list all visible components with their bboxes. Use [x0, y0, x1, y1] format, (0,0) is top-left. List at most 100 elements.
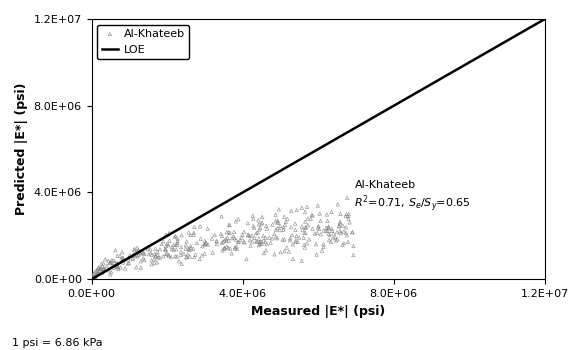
Al-Khateeb	[179, 251, 189, 257]
Al-Khateeb	[230, 246, 239, 251]
Al-Khateeb	[96, 269, 106, 275]
Al-Khateeb	[300, 230, 309, 236]
Al-Khateeb	[327, 209, 336, 215]
Al-Khateeb	[271, 234, 280, 240]
Al-Khateeb	[278, 237, 287, 243]
Al-Khateeb	[220, 237, 229, 243]
Al-Khateeb	[248, 213, 258, 218]
Al-Khateeb	[216, 231, 225, 237]
Al-Khateeb	[332, 230, 342, 235]
Al-Khateeb	[303, 204, 312, 210]
Al-Khateeb	[99, 266, 108, 272]
Al-Khateeb	[181, 246, 190, 252]
Al-Khateeb	[224, 245, 233, 251]
Al-Khateeb	[297, 258, 307, 264]
Al-Khateeb	[99, 261, 108, 266]
Al-Khateeb	[270, 231, 279, 237]
Al-Khateeb	[225, 222, 234, 228]
Al-Khateeb	[175, 259, 184, 264]
Al-Khateeb	[338, 242, 347, 247]
Al-Khateeb	[280, 222, 290, 228]
Al-Khateeb	[230, 229, 239, 235]
Al-Khateeb	[164, 253, 173, 259]
Al-Khateeb	[136, 265, 145, 271]
Al-Khateeb	[322, 212, 332, 217]
Al-Khateeb	[114, 266, 123, 272]
Al-Khateeb	[303, 240, 312, 246]
Al-Khateeb	[171, 253, 180, 259]
Al-Khateeb	[182, 254, 191, 260]
Al-Khateeb	[196, 224, 205, 229]
Al-Khateeb	[220, 245, 230, 250]
Al-Khateeb	[94, 265, 103, 271]
Al-Khateeb	[243, 232, 252, 238]
Al-Khateeb	[153, 252, 162, 258]
Al-Khateeb	[117, 258, 127, 264]
Al-Khateeb	[113, 264, 123, 270]
Al-Khateeb	[270, 252, 279, 257]
Al-Khateeb	[104, 258, 113, 264]
Al-Khateeb	[286, 236, 295, 241]
Al-Khateeb	[109, 265, 119, 271]
Al-Khateeb	[220, 246, 229, 252]
Al-Khateeb	[304, 237, 314, 242]
Al-Khateeb	[253, 230, 263, 235]
Al-Khateeb	[100, 257, 110, 262]
Al-Khateeb	[249, 223, 258, 229]
Al-Khateeb	[294, 235, 304, 240]
Al-Khateeb	[290, 221, 300, 226]
Al-Khateeb	[212, 238, 221, 244]
Al-Khateeb	[184, 230, 193, 235]
Al-Khateeb	[300, 209, 310, 215]
Al-Khateeb	[255, 239, 264, 245]
Al-Khateeb	[239, 229, 249, 234]
Al-Khateeb	[91, 269, 100, 275]
Al-Khateeb	[276, 250, 285, 255]
Al-Khateeb	[311, 241, 321, 247]
Al-Khateeb	[88, 273, 98, 279]
Al-Khateeb	[287, 208, 296, 214]
Al-Khateeb	[249, 216, 258, 222]
Al-Khateeb	[324, 224, 333, 230]
Al-Khateeb	[344, 216, 353, 222]
Al-Khateeb	[230, 235, 239, 241]
Al-Khateeb	[106, 270, 116, 275]
Al-Khateeb	[336, 230, 346, 236]
Al-Khateeb	[186, 245, 196, 251]
Al-Khateeb	[125, 252, 134, 258]
Al-Khateeb	[326, 239, 336, 245]
Al-Khateeb	[99, 266, 109, 272]
Al-Khateeb	[273, 236, 282, 241]
Al-Khateeb	[321, 228, 331, 234]
Al-Khateeb	[167, 246, 176, 252]
Al-Khateeb	[124, 260, 134, 266]
Al-Khateeb	[201, 241, 211, 246]
Al-Khateeb	[297, 224, 307, 229]
Al-Khateeb	[321, 225, 331, 231]
Al-Khateeb	[314, 225, 323, 230]
Al-Khateeb	[252, 230, 261, 236]
Al-Khateeb	[109, 258, 119, 263]
Al-Khateeb	[279, 214, 288, 219]
Al-Khateeb	[130, 252, 139, 257]
Al-Khateeb	[161, 246, 170, 252]
Al-Khateeb	[181, 242, 190, 248]
Al-Khateeb	[176, 252, 186, 258]
Al-Khateeb	[165, 230, 174, 236]
Al-Khateeb	[140, 257, 149, 262]
Al-Khateeb	[271, 218, 280, 224]
Al-Khateeb	[212, 241, 221, 247]
Al-Khateeb	[208, 250, 217, 255]
Al-Khateeb	[99, 265, 109, 271]
Al-Khateeb	[259, 233, 268, 239]
Al-Khateeb	[147, 261, 157, 267]
Al-Khateeb	[223, 244, 232, 249]
Al-Khateeb	[130, 247, 139, 253]
Al-Khateeb	[150, 251, 159, 257]
Al-Khateeb	[151, 253, 160, 259]
Al-Khateeb	[349, 243, 358, 249]
Text: 1 psi = 6.86 kPa: 1 psi = 6.86 kPa	[12, 338, 102, 349]
Al-Khateeb	[342, 230, 351, 236]
Al-Khateeb	[164, 242, 173, 248]
Al-Khateeb	[328, 236, 338, 241]
